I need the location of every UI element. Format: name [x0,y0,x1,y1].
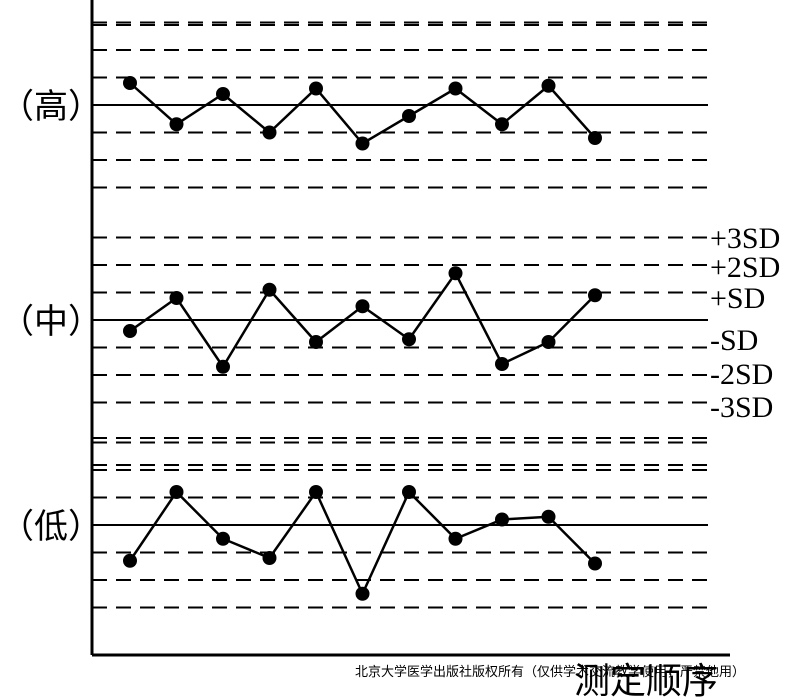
data-point-high-6 [355,136,370,151]
data-point-low-10 [541,509,556,524]
data-point-mid-10 [541,335,556,349]
data-point-mid-9 [495,357,509,371]
x-axis-title: 测定顺序 [574,661,718,698]
sd-labels: +3SD +2SD +SD -SD -2SD -3SD [710,222,780,424]
data-point-low-8 [448,531,463,546]
data-point-high-3 [216,87,230,101]
level-label-mid: （中） [0,302,102,342]
sd-label-minus2: -2SD [710,358,773,391]
data-point-low-9 [495,512,509,527]
data-point-mid-3 [216,359,230,374]
data-point-low-5 [309,485,323,499]
data-point-mid-1 [123,324,137,338]
data-point-mid-6 [355,299,370,314]
data-point-high-7 [402,109,416,123]
sd-label-minus1: -SD [710,324,758,357]
axes [90,0,730,657]
sd-label-plus1: +SD [710,282,765,315]
data-point-low-4 [262,551,277,565]
sd-label-minus3: -3SD [710,391,773,424]
series-line-low [128,489,596,597]
gridlines [92,21,708,609]
series-layer [123,76,602,601]
data-point-mid-7 [402,332,416,347]
data-point-low-6 [355,586,370,601]
data-point-mid-5 [309,335,323,349]
data-point-mid-4 [262,282,277,297]
data-point-high-1 [123,76,137,90]
data-point-mid-11 [588,288,602,303]
data-point-low-2 [169,485,184,499]
data-point-high-11 [588,131,602,145]
data-point-mid-2 [169,291,184,305]
data-point-low-1 [123,553,137,568]
data-point-high-2 [169,117,184,132]
data-point-high-4 [262,125,277,140]
data-point-high-8 [448,81,463,96]
level-labels: （高） （中） （低） [0,87,102,547]
series-line-high [129,82,596,146]
sd-label-plus2: +2SD [710,251,780,284]
data-point-mid-8 [448,266,463,281]
data-point-low-7 [402,485,416,499]
copyright-footer: 北京大学医学出版社版权所有（仅供学术交流教学使用，严禁他用） [355,664,745,680]
sd-label-plus3: +3SD [710,222,780,255]
data-point-low-11 [588,556,602,571]
level-label-high: （高） [0,87,102,127]
data-point-low-3 [216,531,230,546]
level-label-low: （低） [0,507,102,547]
data-point-high-10 [541,78,556,93]
data-point-high-9 [495,117,509,132]
data-point-high-5 [309,81,323,96]
